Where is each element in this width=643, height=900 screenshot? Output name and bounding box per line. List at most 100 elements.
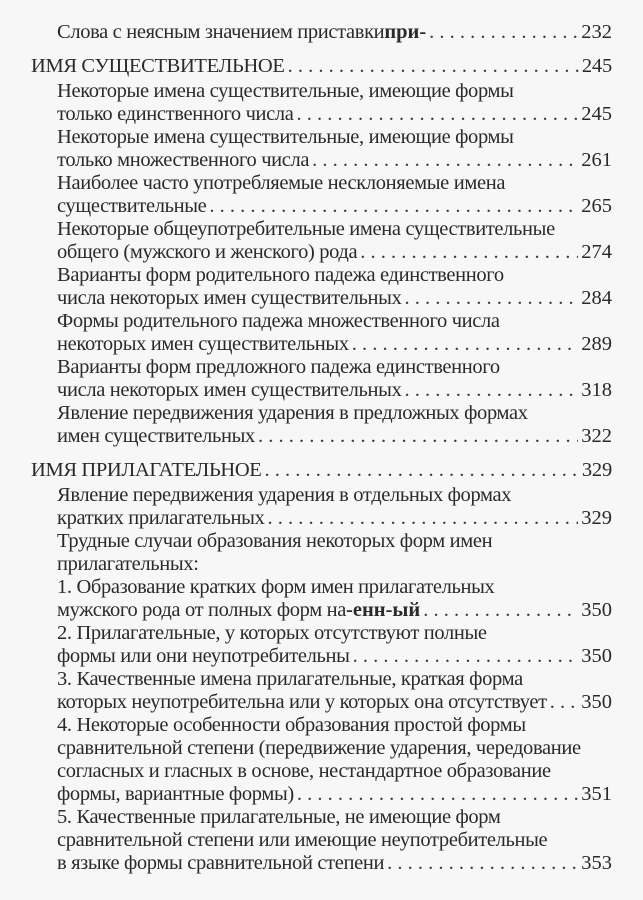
- dot-leader: [353, 645, 579, 668]
- page-number: 261: [581, 149, 612, 171]
- entry-text: Явление передвижения ударения в отдельны…: [57, 484, 512, 506]
- dot-leader: [297, 103, 579, 126]
- entry-text: числа некоторых имен существительных: [57, 287, 402, 309]
- toc-line: Наиболее часто употребляемые несклоняемы…: [0, 172, 643, 195]
- dot-leader: [264, 459, 578, 482]
- entry-text: Слова с неясным значением приставки: [57, 21, 385, 43]
- entry-text: имен существительных: [57, 425, 255, 447]
- entry-text: в языке формы сравнительной степени: [57, 852, 385, 874]
- dot-leader: [423, 599, 578, 622]
- toc-line: сравнительной степени (передвижение удар…: [0, 737, 643, 760]
- toc-entry: Некоторые имена существительные, имеющие…: [0, 80, 643, 126]
- dot-leader: [429, 21, 578, 44]
- toc-line: 5. Качественные прилагательные, не имеющ…: [0, 806, 643, 829]
- entry-bold-suffix: при-: [384, 21, 427, 43]
- entry-text: ИМЯ СУЩЕСТВИТЕЛЬНОЕ: [31, 55, 285, 77]
- toc-entry: Трудные случаи образования некоторых фор…: [0, 530, 643, 576]
- toc-line: только единственного числа 245: [0, 103, 643, 126]
- toc-line: мужского рода от полных форм на -енн-ый 3…: [0, 599, 643, 622]
- entry-text: 4. Некоторые особенности образования про…: [57, 714, 526, 736]
- toc-section-heading: ИМЯ СУЩЕСТВИТЕЛЬНОЕ 245: [0, 55, 643, 78]
- toc-line: общего (мужского и женского) рода 274: [0, 241, 643, 264]
- toc-line: сравнительной степени или имеющие неупот…: [0, 829, 643, 852]
- dot-leader: [297, 783, 578, 806]
- page-number: 284: [581, 287, 612, 309]
- toc-line: Слова с неясным значением приставки при-…: [0, 21, 643, 44]
- page-number: 289: [581, 333, 612, 355]
- toc-entry: Формы родительного падежа множественного…: [0, 310, 643, 356]
- toc-line: кратких прилагательных 329: [0, 507, 643, 530]
- toc-line: существительные 265: [0, 195, 643, 218]
- toc-entry: 2. Прилагательные, у которых отсутствуют…: [0, 622, 643, 668]
- page-number: 265: [581, 195, 612, 217]
- toc-line: Некоторые общеупотребительные имена суще…: [0, 218, 643, 241]
- entry-text: согласных и гласных в основе, нестандарт…: [57, 760, 551, 782]
- toc-line: Формы родительного падежа множественного…: [0, 310, 643, 333]
- page-number: 322: [581, 425, 612, 447]
- entry-text: мужского рода от полных форм на: [57, 599, 347, 621]
- page-number: 351: [581, 783, 612, 805]
- entry-text: кратких прилагательных: [57, 507, 265, 529]
- dot-leader: [352, 333, 578, 356]
- page-number: 245: [581, 103, 612, 125]
- toc-line: в языке формы сравнительной степени 353: [0, 852, 643, 875]
- entry-text: сравнительной степени (передвижение удар…: [57, 737, 581, 759]
- dot-leader: [288, 55, 579, 78]
- entry-text: Наиболее часто употребляемые несклоняемы…: [57, 172, 506, 194]
- toc-line: ИМЯ ПРИЛАГАТЕЛЬНОЕ 329: [0, 459, 643, 482]
- entry-text: общего (мужского и женского) рода: [57, 241, 358, 263]
- page-number: 350: [581, 599, 612, 621]
- entry-text: 5. Качественные прилагательные, не имеющ…: [57, 806, 501, 828]
- page-number: 353: [581, 852, 612, 874]
- toc-entry: 3. Качественные имена прилагательные, кр…: [0, 668, 643, 714]
- entry-text: только единственного числа: [57, 103, 294, 125]
- entry-text: Некоторые имена существительные, имеющие…: [57, 126, 514, 148]
- toc-line: 4. Некоторые особенности образования про…: [0, 714, 643, 737]
- entry-text: Варианты форм предложного падежа единств…: [57, 356, 500, 378]
- entry-text: некоторых имен существительных: [57, 333, 349, 355]
- toc-line: имен существительных 322: [0, 425, 643, 448]
- toc-line: Трудные случаи образования некоторых фор…: [0, 530, 643, 553]
- toc-line: только множественного числа 261: [0, 149, 643, 172]
- toc-entry: 5. Качественные прилагательные, не имеющ…: [0, 806, 643, 875]
- toc-entry: Некоторые имена существительные, имеющие…: [0, 126, 643, 172]
- entry-text: формы или они неупотребительны: [57, 645, 350, 667]
- entry-text: ИМЯ ПРИЛАГАТЕЛЬНОЕ: [31, 459, 262, 481]
- toc-line: Некоторые имена существительные, имеющие…: [0, 126, 643, 149]
- page-number: 245: [581, 55, 612, 77]
- dot-leader: [312, 149, 578, 172]
- toc-entry: Наиболее часто употребляемые несклоняемы…: [0, 172, 643, 218]
- entry-text: Трудные случаи образования некоторых фор…: [57, 530, 493, 552]
- toc-section-heading: ИМЯ ПРИЛАГАТЕЛЬНОЕ 329: [0, 459, 643, 482]
- toc-entry: Варианты форм предложного падежа единств…: [0, 356, 643, 402]
- page-number: 350: [581, 691, 612, 713]
- toc-line: Явление передвижения ударения в отдельны…: [0, 484, 643, 507]
- toc-line: Явление передвижения ударения в предложн…: [0, 402, 643, 425]
- toc-entry: Явление передвижения ударения в предложн…: [0, 402, 643, 448]
- toc-line: числа некоторых имен существительных 318: [0, 379, 643, 402]
- toc-line: Варианты форм предложного падежа единств…: [0, 356, 643, 379]
- page-number: 318: [581, 379, 612, 401]
- toc-line: которых неупотребительна или у которых о…: [0, 691, 643, 714]
- entry-text: Явление передвижения ударения в предложн…: [57, 402, 528, 424]
- toc-entry: Варианты форм родительного падежа единст…: [0, 264, 643, 310]
- toc-entry: Некоторые общеупотребительные имена суще…: [0, 218, 643, 264]
- toc-line: Варианты форм родительного падежа единст…: [0, 264, 643, 287]
- toc-line: Некоторые имена существительные, имеющие…: [0, 80, 643, 103]
- toc-line: формы или они неупотребительны 350: [0, 645, 643, 668]
- toc-line: 1. Образование кратких форм имен прилага…: [0, 576, 643, 599]
- table-of-contents: Слова с неясным значением приставки при-…: [0, 21, 643, 875]
- entry-text: только множественного числа: [57, 149, 310, 171]
- page-number: 329: [581, 459, 612, 481]
- entry-text: 2. Прилагательные, у которых отсутствуют…: [57, 622, 487, 644]
- toc-entry: Слова с неясным значением приставки при-…: [0, 21, 643, 44]
- dot-leader: [258, 425, 578, 448]
- entry-text: прилагательных:: [57, 553, 199, 575]
- dot-leader: [209, 195, 578, 218]
- entry-text: Некоторые общеупотребительные имена суще…: [57, 218, 555, 240]
- toc-line: ИМЯ СУЩЕСТВИТЕЛЬНОЕ 245: [0, 55, 643, 78]
- toc-entry: 4. Некоторые особенности образования про…: [0, 714, 643, 806]
- entry-text: сравнительной степени или имеющие неупот…: [57, 829, 548, 851]
- entry-text: существительные: [57, 195, 207, 217]
- dot-leader: [550, 691, 578, 714]
